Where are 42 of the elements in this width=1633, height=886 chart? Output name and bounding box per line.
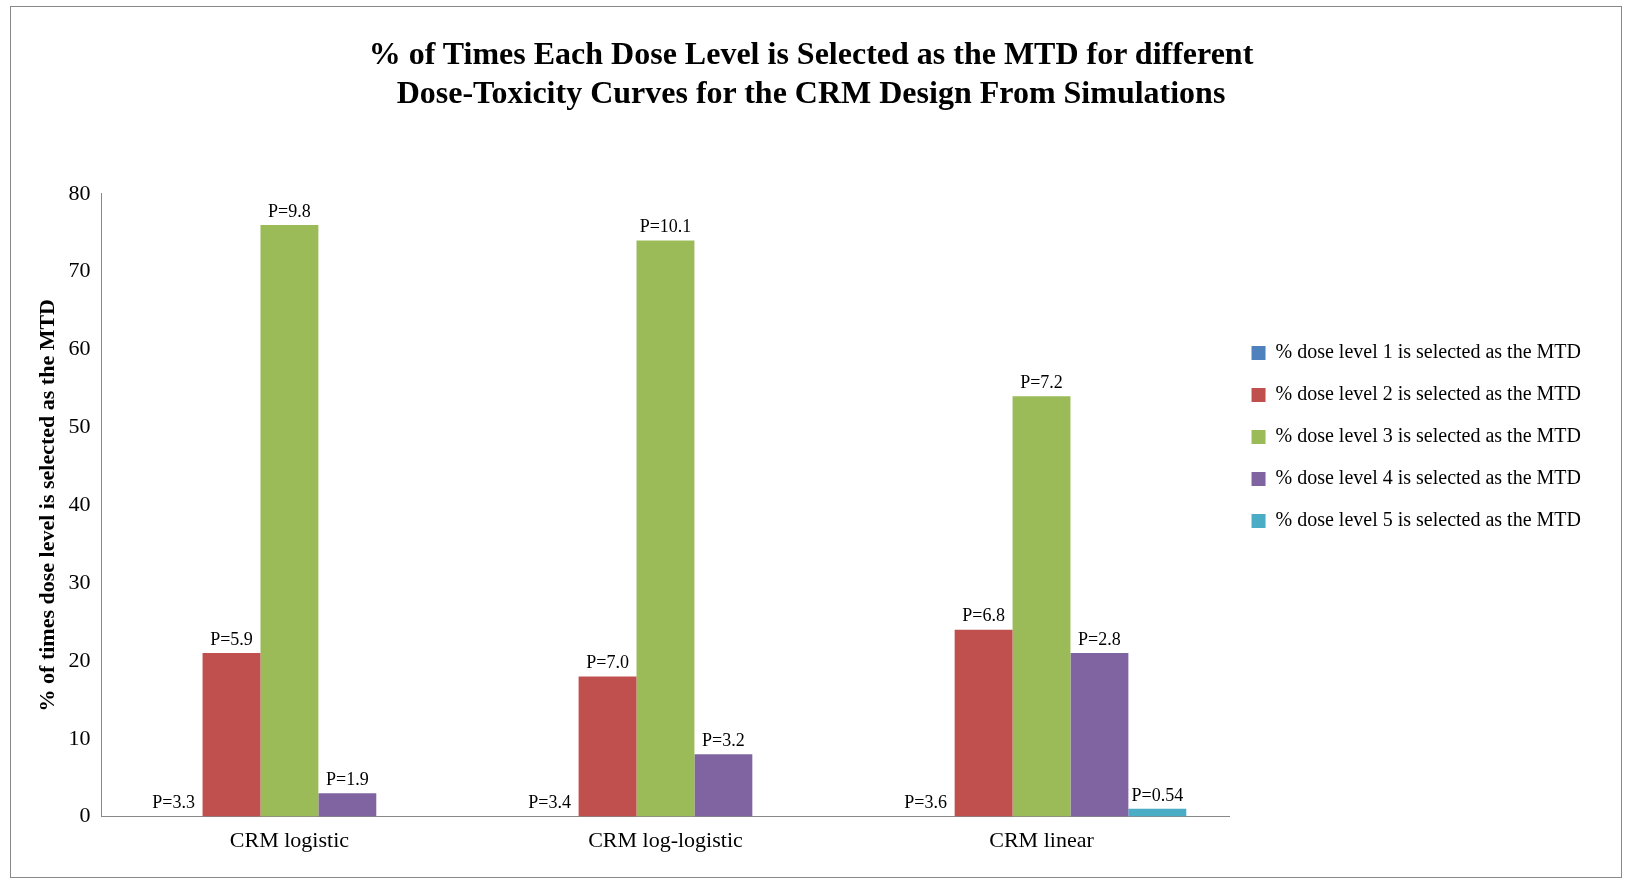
bar — [1128, 808, 1187, 817]
annotation: P=7.2 — [1020, 371, 1063, 392]
annotation: P=6.8 — [962, 605, 1005, 626]
x-tick-label: CRM log-logistic — [588, 826, 744, 852]
y-tick-label: 40 — [68, 490, 91, 516]
y-tick-label: 80 — [68, 179, 91, 205]
bar — [578, 676, 637, 817]
y-tick-label: 30 — [68, 568, 91, 594]
x-tick-label: CRM logistic — [229, 826, 350, 852]
bar — [954, 629, 1013, 817]
bar — [636, 240, 695, 817]
annotation: P=3.2 — [702, 730, 745, 751]
annotation: P=0.54 — [1131, 784, 1184, 805]
annotation: P=3.6 — [904, 792, 948, 813]
y-tick-label: 60 — [68, 335, 91, 361]
annotation: P=2.8 — [1078, 628, 1121, 649]
x-tick-label: CRM linear — [989, 826, 1095, 852]
bar — [694, 754, 753, 817]
annotation: P=5.9 — [210, 628, 253, 649]
annotation: P=3.3 — [152, 792, 195, 813]
y-axis-title: % of times dose level is selected as the MTD — [33, 298, 59, 712]
annotation: P=7.0 — [586, 652, 629, 673]
chart-title: % of Times Each Dose Level is Selected as the MTD for different Dose-Toxicity Curves for the CRM Design From Simulations — [368, 35, 1254, 110]
bar — [1070, 653, 1129, 817]
legend-label: % dose level 1 is selected as the MTD — [1275, 340, 1581, 363]
y-tick-label: 70 — [68, 257, 91, 283]
bar — [318, 793, 377, 817]
annotation: P=9.8 — [268, 200, 311, 221]
bar — [260, 224, 319, 817]
annotation: P=10.1 — [639, 216, 692, 237]
y-tick-label: 20 — [68, 646, 91, 672]
annotation: P=3.4 — [528, 792, 571, 813]
legend-label: % dose level 5 is selected as the MTD — [1275, 508, 1581, 531]
y-tick-label: 10 — [68, 724, 91, 750]
annotation: P=1.9 — [326, 768, 369, 789]
legend-label: % dose level 4 is selected as the MTD — [1275, 466, 1581, 489]
legend-label: % dose level 2 is selected as the MTD — [1275, 382, 1581, 405]
y-tick-label: 50 — [68, 413, 91, 439]
legend-label: % dose level 3 is selected as the MTD — [1275, 424, 1581, 447]
bar — [1012, 396, 1071, 817]
bar — [202, 653, 261, 817]
y-tick-label: 0 — [79, 802, 91, 828]
